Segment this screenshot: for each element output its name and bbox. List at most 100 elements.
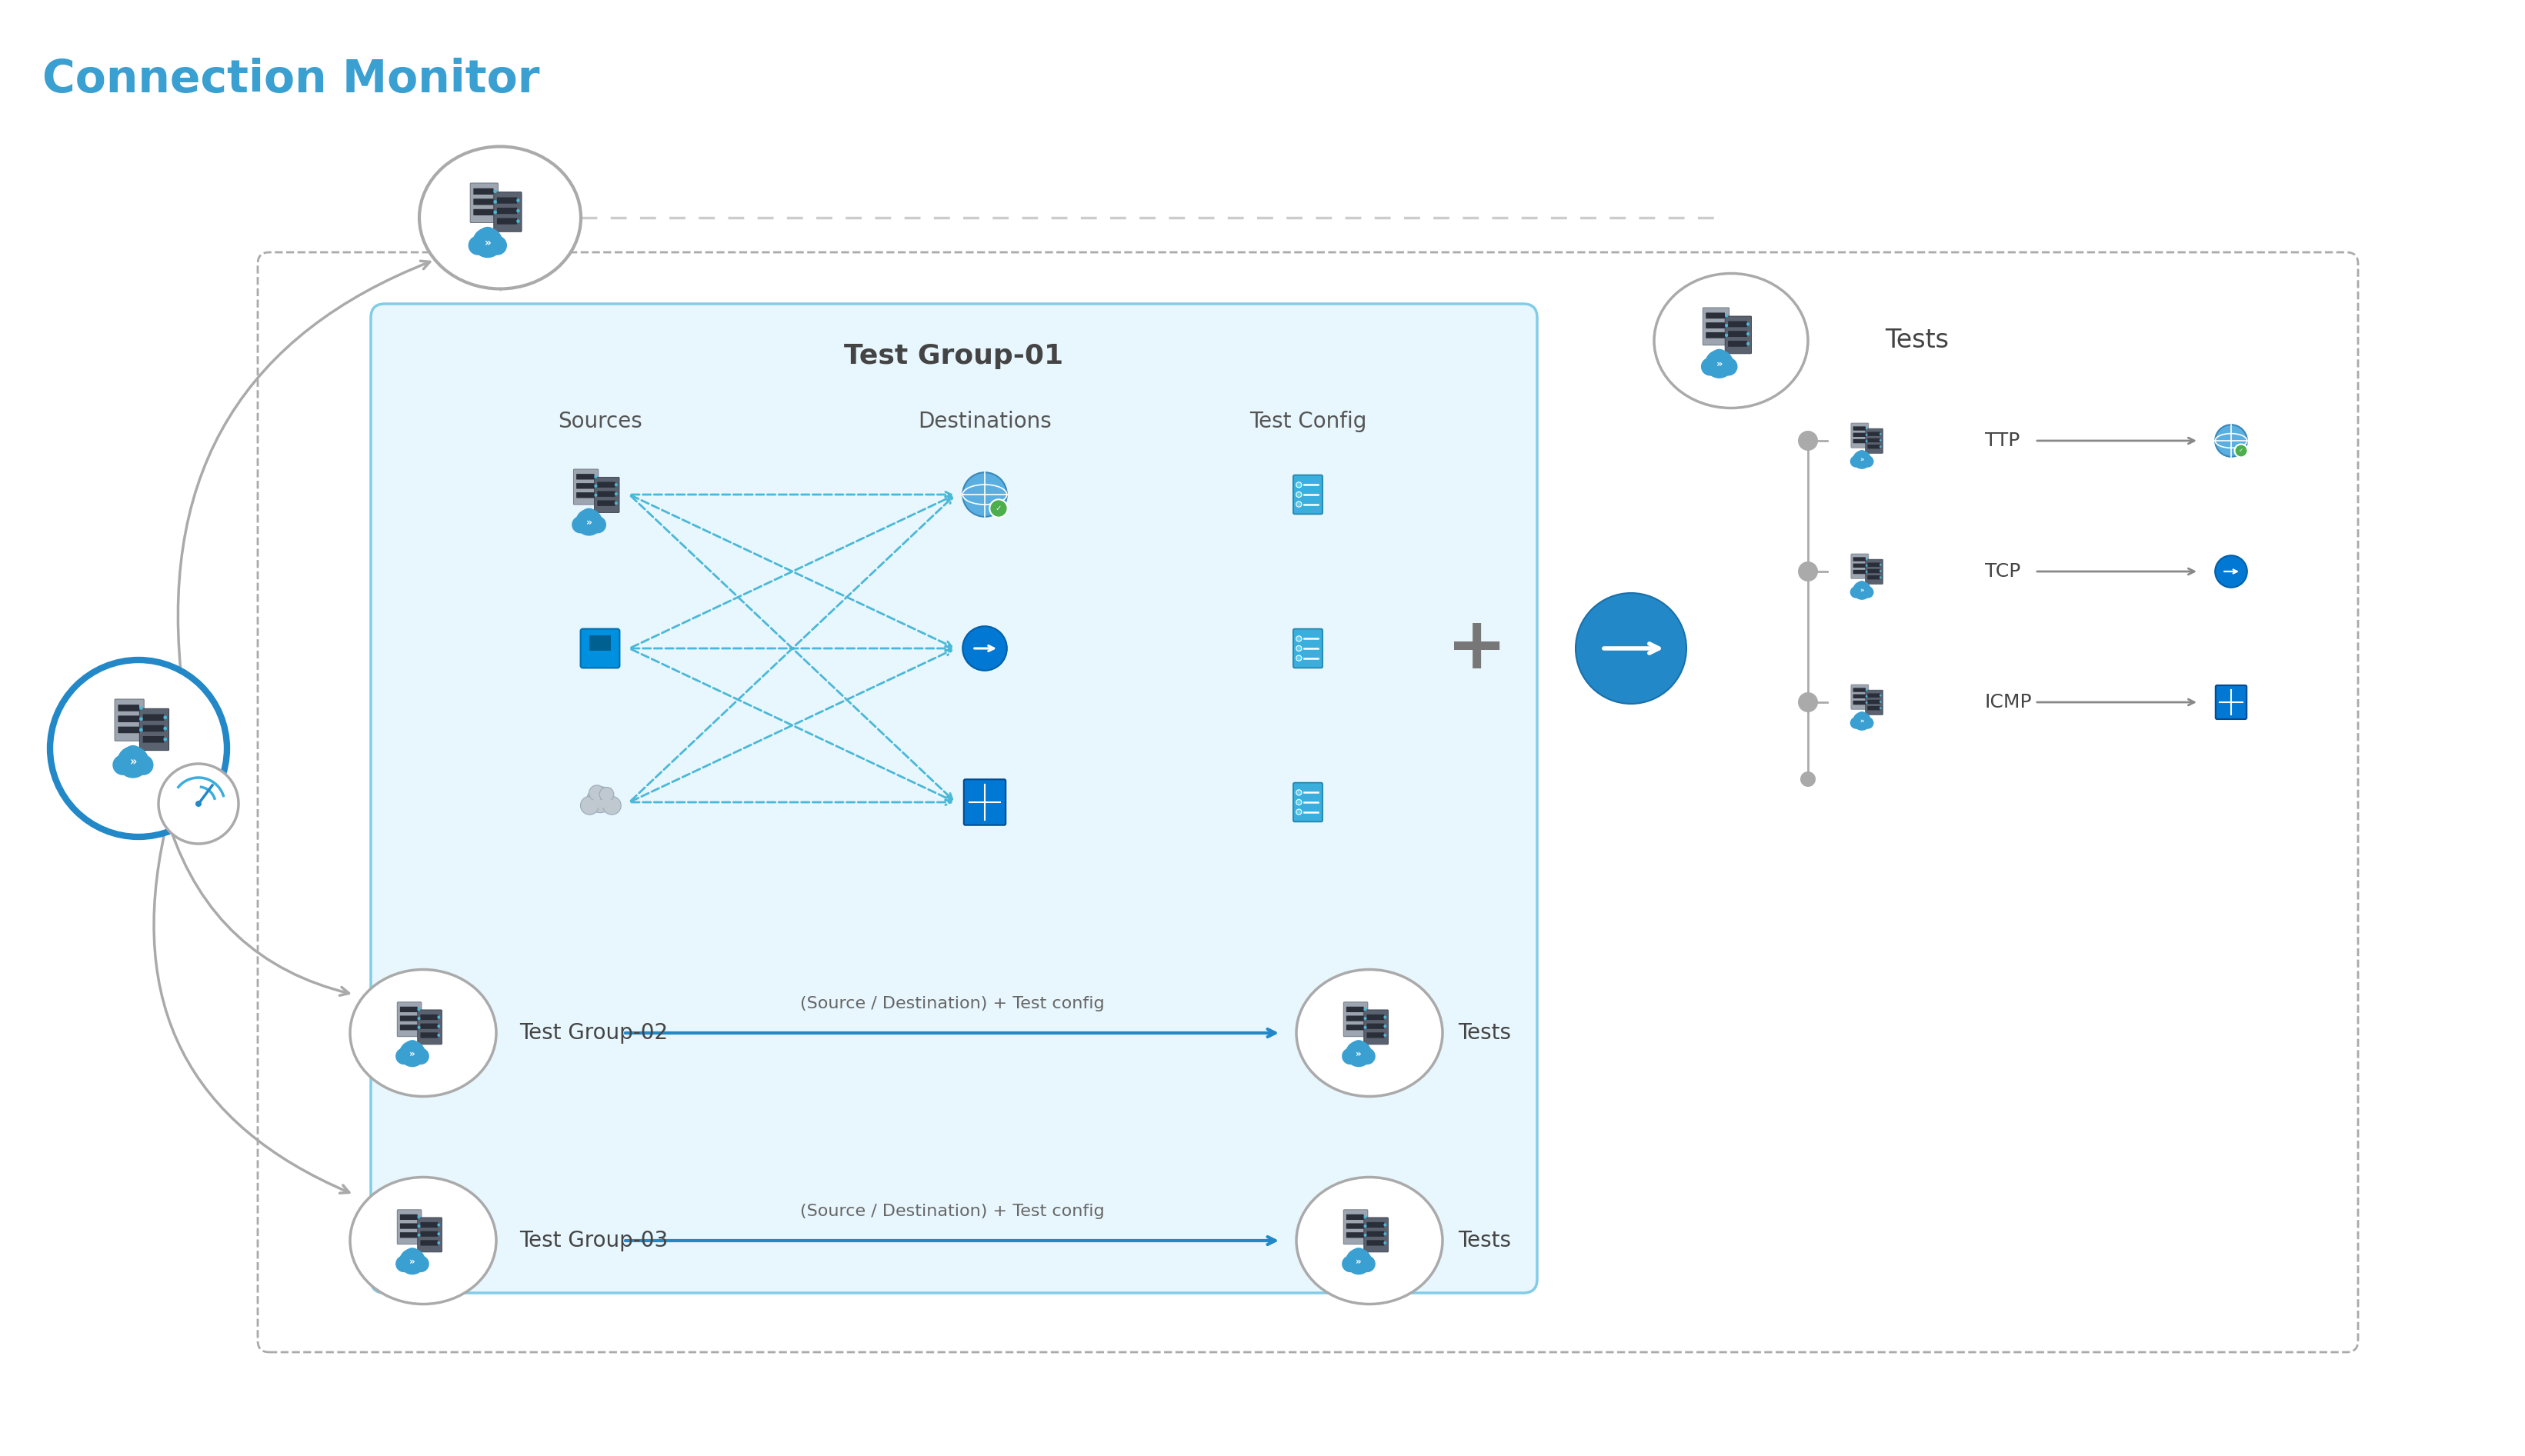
FancyBboxPatch shape bbox=[497, 218, 518, 224]
Circle shape bbox=[139, 706, 144, 709]
Circle shape bbox=[1384, 1025, 1386, 1028]
Text: »: » bbox=[409, 1048, 414, 1059]
Circle shape bbox=[588, 785, 603, 801]
FancyBboxPatch shape bbox=[1851, 553, 1869, 578]
Text: Tests: Tests bbox=[1457, 1022, 1510, 1044]
Text: Sources: Sources bbox=[558, 411, 641, 432]
FancyBboxPatch shape bbox=[119, 727, 139, 734]
FancyArrowPatch shape bbox=[154, 831, 348, 1192]
FancyBboxPatch shape bbox=[965, 779, 1005, 826]
FancyBboxPatch shape bbox=[419, 1222, 437, 1227]
Circle shape bbox=[437, 1232, 439, 1235]
Circle shape bbox=[437, 1034, 439, 1037]
FancyBboxPatch shape bbox=[1346, 1214, 1364, 1220]
Circle shape bbox=[417, 1016, 422, 1019]
Circle shape bbox=[1364, 1224, 1366, 1227]
Circle shape bbox=[1704, 349, 1735, 379]
FancyBboxPatch shape bbox=[1851, 424, 1869, 448]
Circle shape bbox=[1346, 1041, 1371, 1067]
Circle shape bbox=[1384, 1242, 1386, 1245]
Circle shape bbox=[1851, 587, 1861, 598]
FancyBboxPatch shape bbox=[1346, 1223, 1364, 1229]
FancyBboxPatch shape bbox=[1853, 459, 1871, 463]
Circle shape bbox=[576, 508, 603, 536]
FancyBboxPatch shape bbox=[1343, 1002, 1369, 1037]
Circle shape bbox=[1346, 1248, 1371, 1274]
FancyBboxPatch shape bbox=[573, 469, 598, 505]
Circle shape bbox=[2235, 444, 2247, 457]
FancyBboxPatch shape bbox=[144, 737, 164, 743]
Circle shape bbox=[1364, 1233, 1366, 1236]
FancyBboxPatch shape bbox=[1346, 1051, 1371, 1059]
Circle shape bbox=[1384, 1232, 1386, 1235]
Text: »: » bbox=[129, 756, 136, 767]
FancyBboxPatch shape bbox=[1346, 1006, 1364, 1012]
Circle shape bbox=[1853, 712, 1871, 731]
FancyBboxPatch shape bbox=[1707, 313, 1725, 319]
Ellipse shape bbox=[351, 1178, 497, 1305]
FancyBboxPatch shape bbox=[1868, 693, 1881, 697]
Circle shape bbox=[588, 515, 606, 533]
FancyBboxPatch shape bbox=[1853, 427, 1866, 431]
FancyBboxPatch shape bbox=[1868, 438, 1881, 443]
Circle shape bbox=[1720, 358, 1737, 376]
Circle shape bbox=[1725, 314, 1727, 317]
FancyBboxPatch shape bbox=[1851, 684, 1869, 709]
FancyBboxPatch shape bbox=[581, 629, 619, 668]
Circle shape bbox=[139, 718, 144, 721]
FancyBboxPatch shape bbox=[1707, 322, 1725, 329]
FancyBboxPatch shape bbox=[576, 492, 593, 498]
FancyBboxPatch shape bbox=[472, 210, 492, 215]
Circle shape bbox=[1861, 587, 1874, 598]
Circle shape bbox=[487, 236, 508, 255]
FancyBboxPatch shape bbox=[1868, 700, 1881, 703]
Text: Destinations: Destinations bbox=[919, 411, 1050, 432]
Circle shape bbox=[593, 485, 598, 488]
Circle shape bbox=[437, 1016, 439, 1019]
FancyBboxPatch shape bbox=[1866, 559, 1884, 584]
FancyBboxPatch shape bbox=[1293, 629, 1323, 668]
Circle shape bbox=[614, 492, 619, 495]
FancyBboxPatch shape bbox=[399, 1051, 427, 1059]
FancyBboxPatch shape bbox=[419, 1232, 437, 1236]
FancyBboxPatch shape bbox=[472, 198, 492, 205]
FancyBboxPatch shape bbox=[399, 1214, 417, 1220]
Circle shape bbox=[1712, 349, 1727, 365]
FancyBboxPatch shape bbox=[1853, 563, 1866, 568]
FancyBboxPatch shape bbox=[1293, 475, 1323, 514]
Text: »: » bbox=[1356, 1257, 1361, 1267]
Circle shape bbox=[962, 472, 1007, 517]
Circle shape bbox=[1853, 450, 1871, 469]
Circle shape bbox=[50, 660, 227, 837]
Circle shape bbox=[603, 796, 621, 815]
Text: (Source / Destination) + Test config: (Source / Destination) + Test config bbox=[800, 996, 1103, 1012]
Ellipse shape bbox=[1295, 970, 1442, 1096]
Circle shape bbox=[2214, 425, 2247, 457]
Circle shape bbox=[1358, 1255, 1376, 1273]
FancyBboxPatch shape bbox=[396, 1002, 422, 1037]
Circle shape bbox=[990, 499, 1007, 517]
FancyBboxPatch shape bbox=[497, 208, 518, 214]
FancyBboxPatch shape bbox=[1707, 332, 1725, 338]
Text: »: » bbox=[1861, 456, 1863, 463]
Circle shape bbox=[437, 1223, 439, 1226]
Circle shape bbox=[593, 475, 598, 478]
Circle shape bbox=[614, 483, 619, 486]
Circle shape bbox=[114, 754, 134, 775]
Circle shape bbox=[1295, 655, 1303, 661]
Circle shape bbox=[1364, 1016, 1366, 1019]
Circle shape bbox=[417, 1216, 422, 1219]
Circle shape bbox=[1853, 581, 1871, 600]
Circle shape bbox=[1364, 1216, 1366, 1219]
Text: Connection Monitor: Connection Monitor bbox=[43, 57, 540, 100]
FancyBboxPatch shape bbox=[1704, 361, 1735, 370]
Text: Test Group-03: Test Group-03 bbox=[520, 1230, 669, 1251]
Circle shape bbox=[1725, 333, 1727, 336]
Circle shape bbox=[194, 801, 202, 807]
FancyBboxPatch shape bbox=[1366, 1241, 1384, 1246]
Circle shape bbox=[1351, 1248, 1366, 1264]
Circle shape bbox=[1358, 1048, 1376, 1064]
FancyBboxPatch shape bbox=[472, 240, 502, 248]
FancyBboxPatch shape bbox=[1853, 440, 1866, 443]
Ellipse shape bbox=[1295, 1178, 1442, 1305]
